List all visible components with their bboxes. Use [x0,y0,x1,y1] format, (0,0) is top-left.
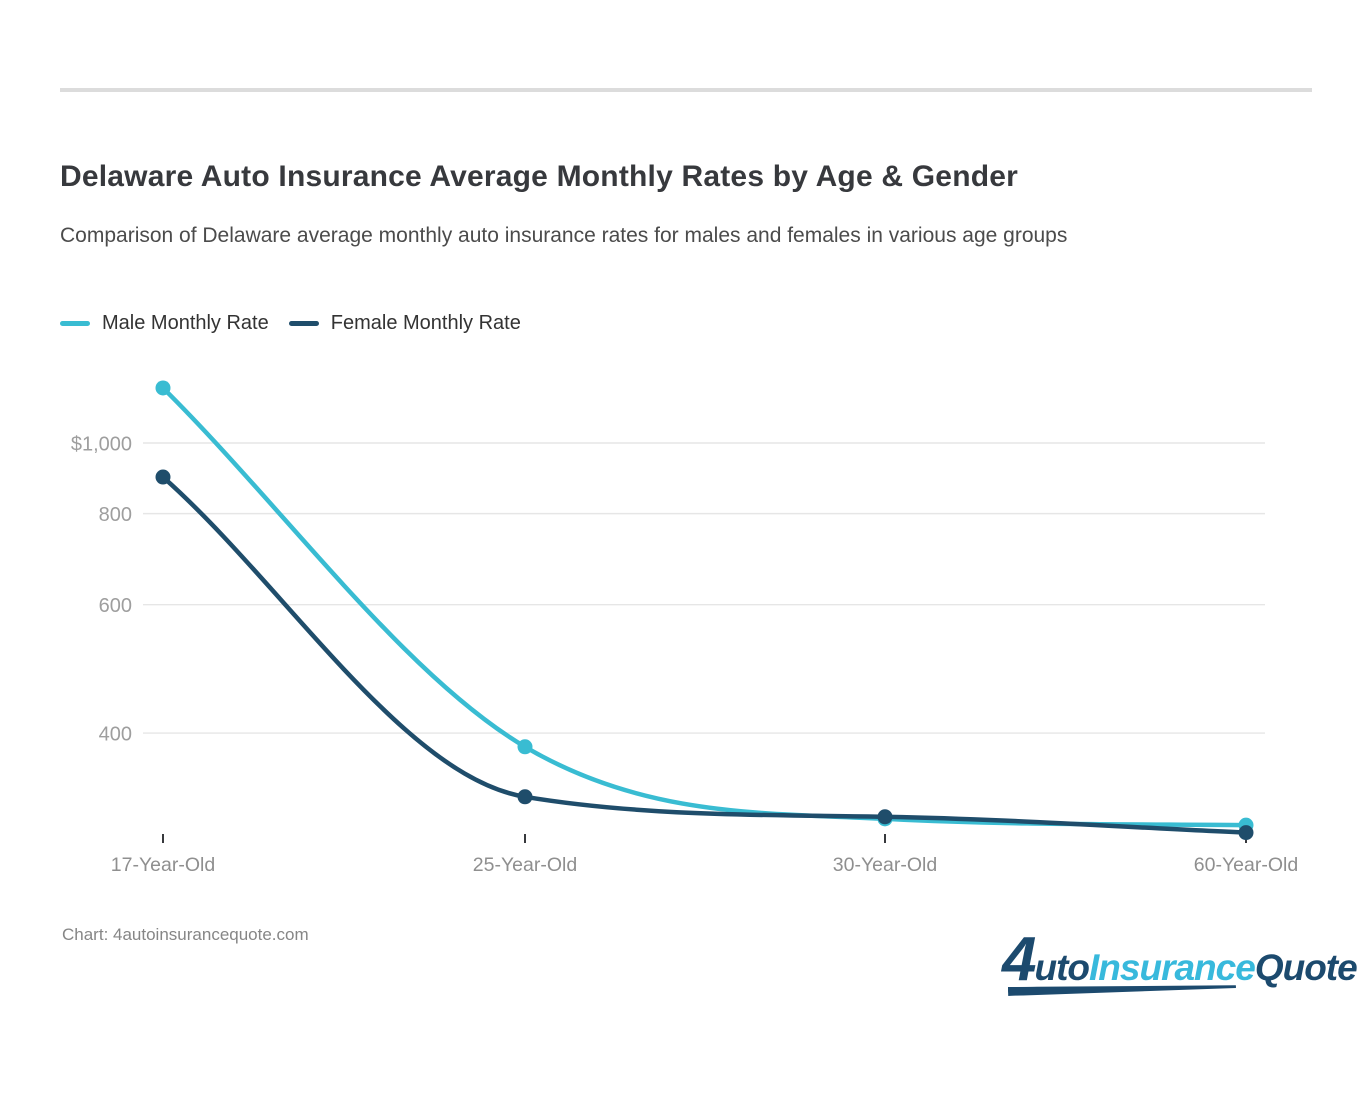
page-title: Delaware Auto Insurance Average Monthly … [60,160,1019,193]
series-line-male [160,385,1249,828]
female-series-swatch [288,321,319,326]
x-axis-label-0: 17-Year-Old [111,854,215,876]
y-axis-label-800: 800 [99,504,132,526]
logo-auto-text: uto [1034,947,1090,988]
x-axis-label-2: 30-Year-Old [833,854,937,876]
chart-source: Chart: 4autoinsurancequote.com [62,925,309,944]
brand-logo: 4utoInsuranceQuote [1002,922,1358,1002]
legend-label-female: Female Monthly Rate [330,312,521,334]
legend-label-male: Male Monthly Rate [102,312,269,334]
data-point-female-3 [1238,825,1254,841]
logo-4-glyph: 4 [1002,925,1037,994]
legend-item-female: Female Monthly Rate [288,312,521,335]
x-axis-label-3: 60-Year-Old [1194,854,1298,876]
line-chart: $1,000 800 600 400 17-Year-Old 25-Year-Old 30-… [71,380,1298,876]
logo-insurance-text: Insurance [1089,947,1256,988]
page-subtitle: Comparison of Delaware average monthly a… [60,224,1068,247]
y-axis-label-600: 600 [99,595,132,617]
data-point-male-0 [155,380,171,396]
series-line-female [160,474,1249,835]
top-divider [60,88,1312,92]
data-point-male-1 [517,739,533,755]
y-axis-label-400: 400 [99,724,132,746]
y-axis-label-1000: $1,000 [71,434,132,456]
data-point-female-1 [517,789,533,805]
male-series-swatch [60,321,90,326]
brand-logo-text: 4utoInsuranceQuote [1002,922,1358,1006]
x-axis-label-1: 25-Year-Old [473,854,577,876]
legend-item-male: Male Monthly Rate [60,312,269,335]
chart-legend: Male Monthly Rate Female Monthly Rate [60,312,521,335]
data-point-female-0 [155,469,171,485]
data-point-female-2 [877,809,893,825]
logo-quote-text: Quote [1254,947,1358,988]
